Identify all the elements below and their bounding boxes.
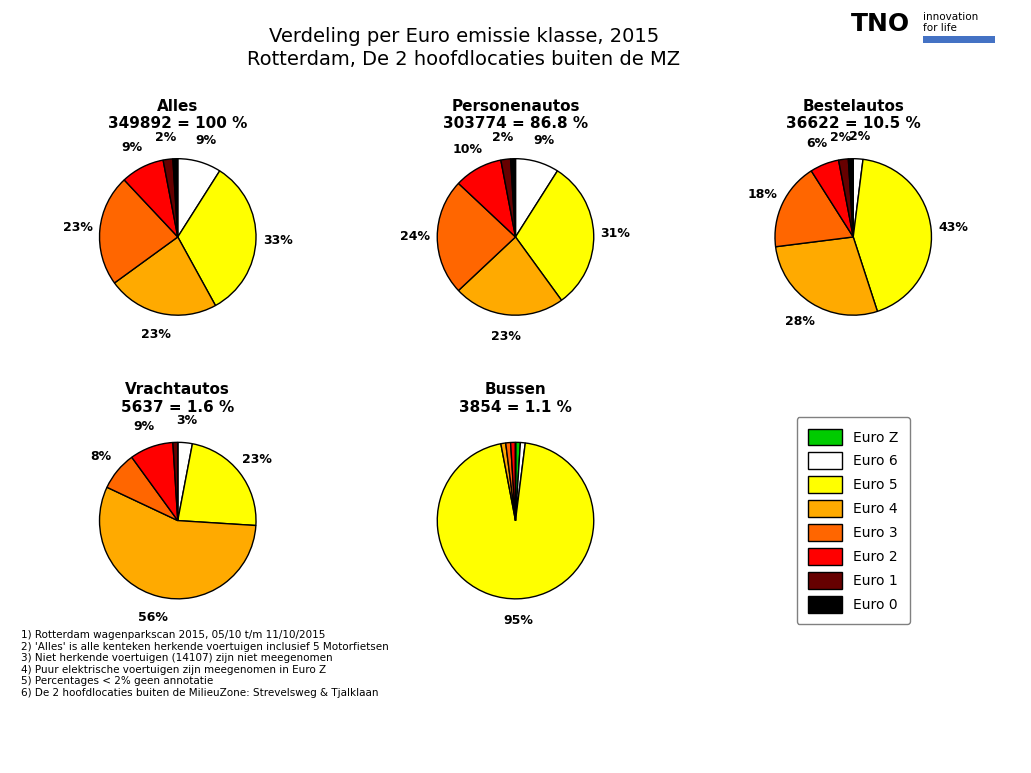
Text: 10%: 10% [453,143,483,155]
Wedge shape [459,237,562,315]
Wedge shape [163,159,177,237]
Wedge shape [124,160,177,237]
Text: 2%: 2% [493,131,513,144]
Wedge shape [132,442,177,520]
Wedge shape [437,183,516,291]
Wedge shape [811,160,854,237]
Wedge shape [173,158,177,237]
Title: Vrachtautos
5637 = 1.6 %: Vrachtautos 5637 = 1.6 % [122,383,234,414]
Wedge shape [177,158,220,237]
Wedge shape [510,158,516,237]
Wedge shape [775,171,854,247]
Text: TNO: TNO [851,12,909,36]
Text: Rotterdam, De 2 hoofdlocaties buiten de MZ: Rotterdam, De 2 hoofdlocaties buiten de … [247,50,680,70]
Text: 9%: 9% [533,135,554,148]
Title: Bestelautos
36622 = 10.5 %: Bestelautos 36622 = 10.5 % [786,99,921,131]
Wedge shape [100,180,177,283]
Text: 6%: 6% [806,138,827,150]
Text: 8%: 8% [90,450,111,463]
Wedge shape [505,442,516,520]
Title: Bussen
3854 = 1.1 %: Bussen 3854 = 1.1 % [459,383,572,414]
Wedge shape [501,159,516,237]
Text: 31%: 31% [601,227,631,240]
Legend: Euro Z, Euro 6, Euro 5, Euro 4, Euro 3, Euro 2, Euro 1, Euro 0: Euro Z, Euro 6, Euro 5, Euro 4, Euro 3, … [797,417,910,624]
Wedge shape [107,458,177,520]
Text: 1) Rotterdam wagenparkscan 2015, 05/10 t/m 11/10/2015
2) 'Alles' is alle kenteke: 1) Rotterdam wagenparkscan 2015, 05/10 t… [21,630,389,698]
Text: 18%: 18% [747,188,777,201]
Wedge shape [100,487,256,599]
Title: Alles
349892 = 100 %: Alles 349892 = 100 % [108,99,247,131]
Text: 24%: 24% [400,230,430,243]
Text: 9%: 9% [133,420,155,433]
Wedge shape [177,442,193,520]
Wedge shape [501,443,516,520]
Text: 95%: 95% [504,615,534,627]
Text: 23%: 23% [491,330,521,343]
Text: 33%: 33% [263,233,293,247]
Text: 2%: 2% [155,131,176,144]
Text: 2%: 2% [830,131,852,144]
Wedge shape [516,171,594,300]
Text: 43%: 43% [938,221,968,234]
Wedge shape [838,159,854,237]
Wedge shape [516,158,558,237]
Wedge shape [173,442,177,520]
Wedge shape [437,443,594,599]
Wedge shape [510,442,516,520]
Text: 9%: 9% [122,141,143,154]
Wedge shape [177,444,256,526]
Text: 23%: 23% [242,453,272,465]
Text: 56%: 56% [138,611,168,624]
Wedge shape [516,442,526,520]
Wedge shape [459,160,516,237]
Text: Verdeling per Euro emissie klasse, 2015: Verdeling per Euro emissie klasse, 2015 [269,27,659,46]
Title: Personenautos
303774 = 86.8 %: Personenautos 303774 = 86.8 % [443,99,588,131]
Wedge shape [849,158,854,237]
Wedge shape [854,158,863,237]
Text: 28%: 28% [785,315,814,328]
Wedge shape [114,237,215,315]
Wedge shape [516,442,521,520]
Wedge shape [854,159,931,312]
Text: 23%: 23% [141,329,171,341]
Text: innovation
for life: innovation for life [923,12,978,33]
Wedge shape [177,171,256,305]
Text: 9%: 9% [195,135,217,148]
Text: 2%: 2% [849,131,870,144]
Wedge shape [775,237,877,315]
Text: 3%: 3% [176,414,198,427]
Text: 23%: 23% [63,221,93,234]
